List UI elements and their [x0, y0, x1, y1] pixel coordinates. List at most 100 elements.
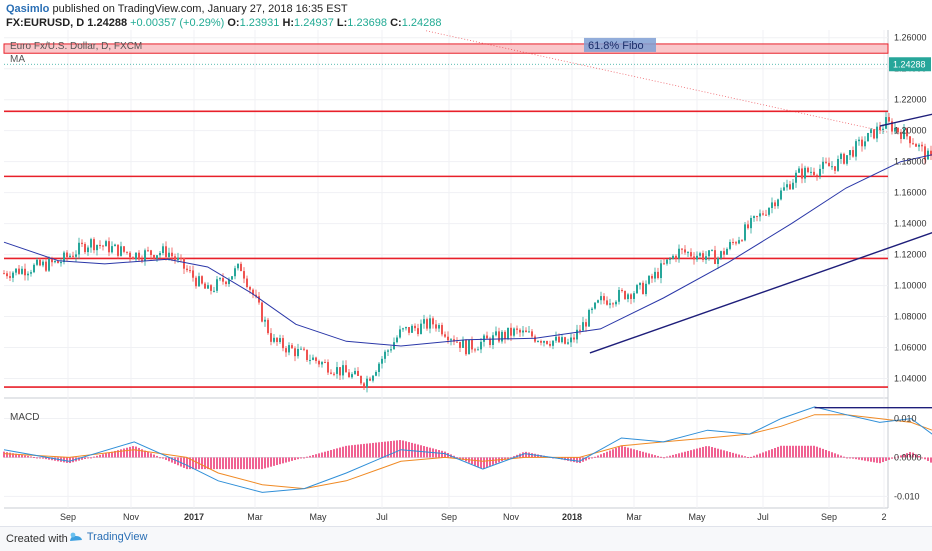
price-chart[interactable]: 61.8% Fibo 1.040001.060001.080001.100001… — [0, 30, 932, 526]
macd-histogram-bar — [456, 457, 458, 459]
macd-histogram-bar — [486, 457, 488, 468]
horizontal-levels — [3, 30, 889, 388]
macd-histogram-bar — [21, 454, 23, 458]
high-label: H: — [282, 17, 295, 29]
candle-body — [591, 308, 593, 311]
candle-body — [918, 144, 920, 147]
candle-body — [543, 341, 545, 343]
ma-label: MA — [10, 54, 25, 65]
candle-body — [240, 263, 242, 272]
candle-body — [255, 294, 257, 297]
candle-body — [279, 338, 281, 343]
candle-body — [885, 117, 887, 129]
macd-histogram-bar — [51, 457, 53, 461]
publish-line: Qasimlo published on TradingView.com, Ja… — [6, 3, 348, 15]
macd-histogram-bar — [930, 457, 932, 463]
candle-body — [528, 331, 530, 333]
candle-body — [213, 290, 215, 292]
candle-body — [648, 275, 650, 284]
macd-histogram-bar — [306, 456, 308, 458]
macd-histogram-bar — [792, 445, 794, 458]
macd-histogram-bar — [645, 452, 647, 458]
macd-histogram-bar — [240, 457, 242, 470]
author-name[interactable]: Qasimlo — [6, 3, 50, 15]
macd-histogram-bar — [471, 457, 473, 465]
candle-body — [399, 329, 401, 338]
macd-signal-line — [3, 414, 932, 490]
macd-histogram-bar — [273, 457, 275, 466]
candle-body — [858, 139, 860, 142]
macd-histogram-bar — [696, 448, 698, 458]
macd-histogram-bar — [36, 457, 38, 459]
macd-histogram-bar — [9, 452, 11, 458]
candle-body — [657, 271, 659, 279]
candle-body — [204, 283, 206, 289]
candle-body — [291, 345, 293, 349]
instrument-label: Euro Fx/U.S. Dollar, D, FXCM — [10, 41, 142, 52]
macd-histogram-bar — [801, 445, 803, 458]
macd-histogram-bar — [408, 442, 410, 458]
moving-average-line — [3, 154, 932, 347]
macd-histogram-bar — [369, 443, 371, 458]
candle-body — [261, 302, 263, 322]
macd-histogram-bar — [660, 456, 662, 458]
candle-body — [756, 216, 758, 218]
macd-histogram-bar — [588, 457, 590, 460]
candle-body — [87, 247, 89, 253]
y-tick-label: 1.14000 — [894, 219, 927, 229]
macd-histogram-bar — [627, 447, 629, 458]
macd-histogram-bar — [606, 451, 608, 458]
macd-histogram-bar — [267, 457, 269, 468]
macd-histogram-bar — [165, 457, 167, 460]
low-label: L: — [336, 17, 348, 29]
candle-body — [732, 242, 734, 244]
macd-histogram-bar — [762, 452, 764, 458]
candle-body — [12, 272, 14, 278]
candle-body — [231, 276, 233, 280]
candle-body — [669, 258, 671, 260]
candle-body — [792, 182, 794, 190]
candle-body — [684, 249, 686, 253]
candle-body — [198, 276, 200, 287]
candle-body — [405, 327, 407, 329]
candle-body — [846, 155, 848, 164]
macd-histogram-bar — [312, 455, 314, 458]
candle-body — [33, 264, 35, 273]
macd-histogram-bar — [345, 445, 347, 458]
macd-histogram-bar — [129, 446, 131, 458]
axes: 1.04000 1.06000 1.08000 1.10000 1.12000 1.140… — [60, 33, 931, 522]
candle-body — [201, 276, 203, 284]
candle-body — [627, 294, 629, 300]
candle-body — [150, 250, 152, 256]
macd-histogram-bar — [321, 452, 323, 458]
macd-histogram-bar — [336, 448, 338, 458]
close-label: C: — [390, 17, 402, 29]
candle-body — [9, 276, 11, 278]
candle-body — [120, 246, 122, 256]
macd-histogram-bar — [783, 445, 785, 458]
macd-histogram-bar — [309, 455, 311, 458]
candle-body — [57, 260, 59, 264]
candle-body — [249, 287, 251, 290]
candle-body — [588, 310, 590, 327]
tradingview-brand[interactable]: TradingView — [68, 531, 147, 543]
macd-histogram-bar — [87, 457, 89, 459]
macd-histogram-bar — [459, 457, 461, 459]
candle-body — [402, 328, 404, 330]
candle-body — [594, 302, 596, 309]
y-tick-label: 1.12000 — [894, 250, 927, 260]
candle-body — [285, 348, 287, 353]
macd-histogram-bar — [348, 445, 350, 458]
macd-histogram-bar — [171, 457, 173, 463]
candle-body — [561, 337, 563, 343]
macd-histogram-bar — [837, 454, 839, 458]
candle-body — [378, 363, 380, 373]
candle-body — [804, 167, 806, 179]
macd-histogram-bar — [399, 440, 401, 458]
macd-histogram-bar — [579, 457, 581, 464]
macd-histogram-bar — [153, 454, 155, 458]
candle-body — [843, 153, 845, 164]
candle-body — [672, 255, 674, 259]
macd-histogram-bar — [594, 456, 596, 458]
candle-body — [840, 153, 842, 160]
